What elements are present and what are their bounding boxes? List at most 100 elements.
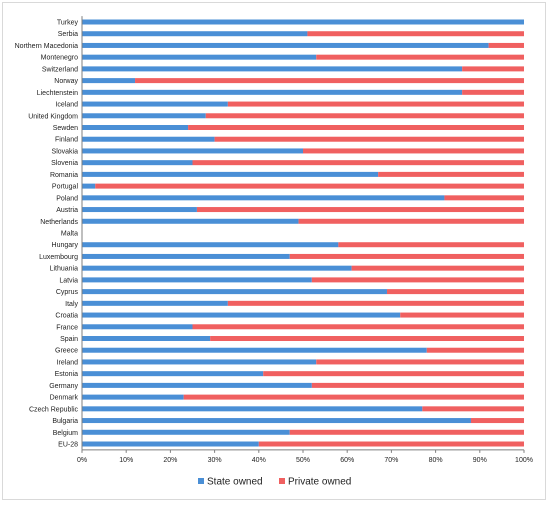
state-owned-bar <box>82 253 290 259</box>
category-label: Iceland <box>55 102 78 109</box>
x-tick-label: 100% <box>515 457 533 464</box>
x-tick-label: 50% <box>296 457 310 464</box>
category-labels: Turkey Serbia Northern Macedonia Montenegro… <box>15 20 79 449</box>
private-owned-bar <box>338 242 524 248</box>
state-owned-bar <box>82 242 339 248</box>
private-owned-bar <box>258 441 524 447</box>
state-owned-bar <box>82 136 215 142</box>
category-label: United Kingdom <box>28 113 78 120</box>
legend: State owned Private owned <box>198 477 351 488</box>
category-label: Luxembourg <box>39 254 78 261</box>
private-owned-bar <box>188 125 524 130</box>
state-owned-bar <box>82 207 197 213</box>
state-owned-bar <box>82 324 193 330</box>
bars-layer <box>82 19 525 447</box>
state-owned-bar <box>82 312 401 318</box>
private-owned-bar <box>205 113 524 119</box>
category-label: Slovakia <box>52 148 79 155</box>
state-owned-bar <box>82 429 290 435</box>
category-label: EU-28 <box>58 442 78 449</box>
category-label: Greece <box>55 348 78 355</box>
private-owned-bar <box>316 54 524 60</box>
state-owned-bar <box>82 66 463 72</box>
private-owned-bar <box>303 148 524 154</box>
private-owned-bar <box>470 418 524 424</box>
state-owned-bar <box>82 300 228 306</box>
state-owned-bar <box>82 336 211 341</box>
x-tick-label: 30% <box>208 457 222 464</box>
category-label: France <box>56 324 78 331</box>
private-owned-bar <box>307 31 524 37</box>
legend-label-private-owned: Private owned <box>288 477 351 488</box>
x-tick-label: 90% <box>473 457 487 464</box>
category-label: Estonia <box>55 371 78 378</box>
private-owned-bar <box>378 171 524 177</box>
category-label: Hungary <box>52 242 79 249</box>
state-owned-bar <box>82 113 206 119</box>
state-owned-bar <box>82 125 189 130</box>
category-label: Bulgaria <box>52 418 78 425</box>
state-owned-bar <box>82 394 184 400</box>
private-owned-bar <box>462 89 524 95</box>
state-owned-bar <box>82 382 312 388</box>
category-label: Montenegro <box>41 55 78 62</box>
category-label: Lithuania <box>50 266 79 273</box>
private-owned-bar <box>183 394 524 400</box>
private-owned-bar <box>196 207 525 213</box>
state-owned-bar <box>82 441 259 447</box>
private-owned-bar <box>462 66 524 72</box>
chart-frame <box>2 2 546 500</box>
private-owned-bar <box>351 265 524 271</box>
category-label: Cyprus <box>56 289 79 296</box>
axis-layer: 0% 10% 20% 30% 40% 50% 60% 70% 80% 90% 100% <box>77 16 533 464</box>
private-owned-bar <box>214 136 524 142</box>
x-tick-label: 80% <box>429 457 443 464</box>
private-owned-bar <box>444 195 524 201</box>
private-owned-bar <box>298 218 524 224</box>
category-label: Sewden <box>53 125 78 132</box>
private-owned-bar <box>210 336 524 341</box>
state-owned-bar <box>82 89 463 95</box>
state-owned-bar <box>82 183 96 189</box>
category-label: Ireland <box>57 359 79 366</box>
private-owned-bar <box>311 382 524 388</box>
state-owned-bar <box>82 78 136 84</box>
x-tick-label: 40% <box>252 457 266 464</box>
category-label: Switzerland <box>42 66 78 73</box>
state-owned-bar <box>82 160 193 166</box>
state-owned-bar <box>82 418 471 424</box>
private-owned-bar <box>263 371 524 377</box>
private-owned-bar <box>227 101 525 107</box>
legend-swatch-state-owned <box>198 478 204 484</box>
category-label: Netherlands <box>40 219 78 226</box>
x-tick-label: 10% <box>119 457 133 464</box>
category-label: Poland <box>56 195 78 202</box>
state-owned-bar <box>82 171 379 177</box>
legend-swatch-private-owned <box>279 478 285 484</box>
x-tick-label: 0% <box>77 457 87 464</box>
state-owned-bar <box>82 218 299 224</box>
category-label: Northern Macedonia <box>15 43 79 50</box>
category-label: Latvia <box>59 277 78 284</box>
state-owned-bar <box>82 31 308 37</box>
private-owned-bar <box>316 359 524 365</box>
private-owned-bar <box>426 347 524 353</box>
state-owned-bar <box>82 19 524 25</box>
category-label: Malta <box>61 231 78 238</box>
x-tick-label: 60% <box>340 457 354 464</box>
legend-label-state-owned: State owned <box>207 477 263 488</box>
state-owned-bar <box>82 359 317 365</box>
private-owned-bar <box>311 277 524 283</box>
state-owned-bar <box>82 265 352 271</box>
category-label: Slovenia <box>51 160 78 167</box>
category-label: Spain <box>60 336 78 343</box>
x-tick-label: 70% <box>384 457 398 464</box>
state-owned-bar <box>82 148 303 154</box>
private-owned-bar <box>289 429 524 435</box>
private-owned-bar <box>422 406 524 412</box>
category-label: Belgium <box>53 430 78 437</box>
private-owned-bar <box>192 324 524 330</box>
state-owned-bar <box>82 277 312 283</box>
category-label: Portugal <box>52 184 79 191</box>
